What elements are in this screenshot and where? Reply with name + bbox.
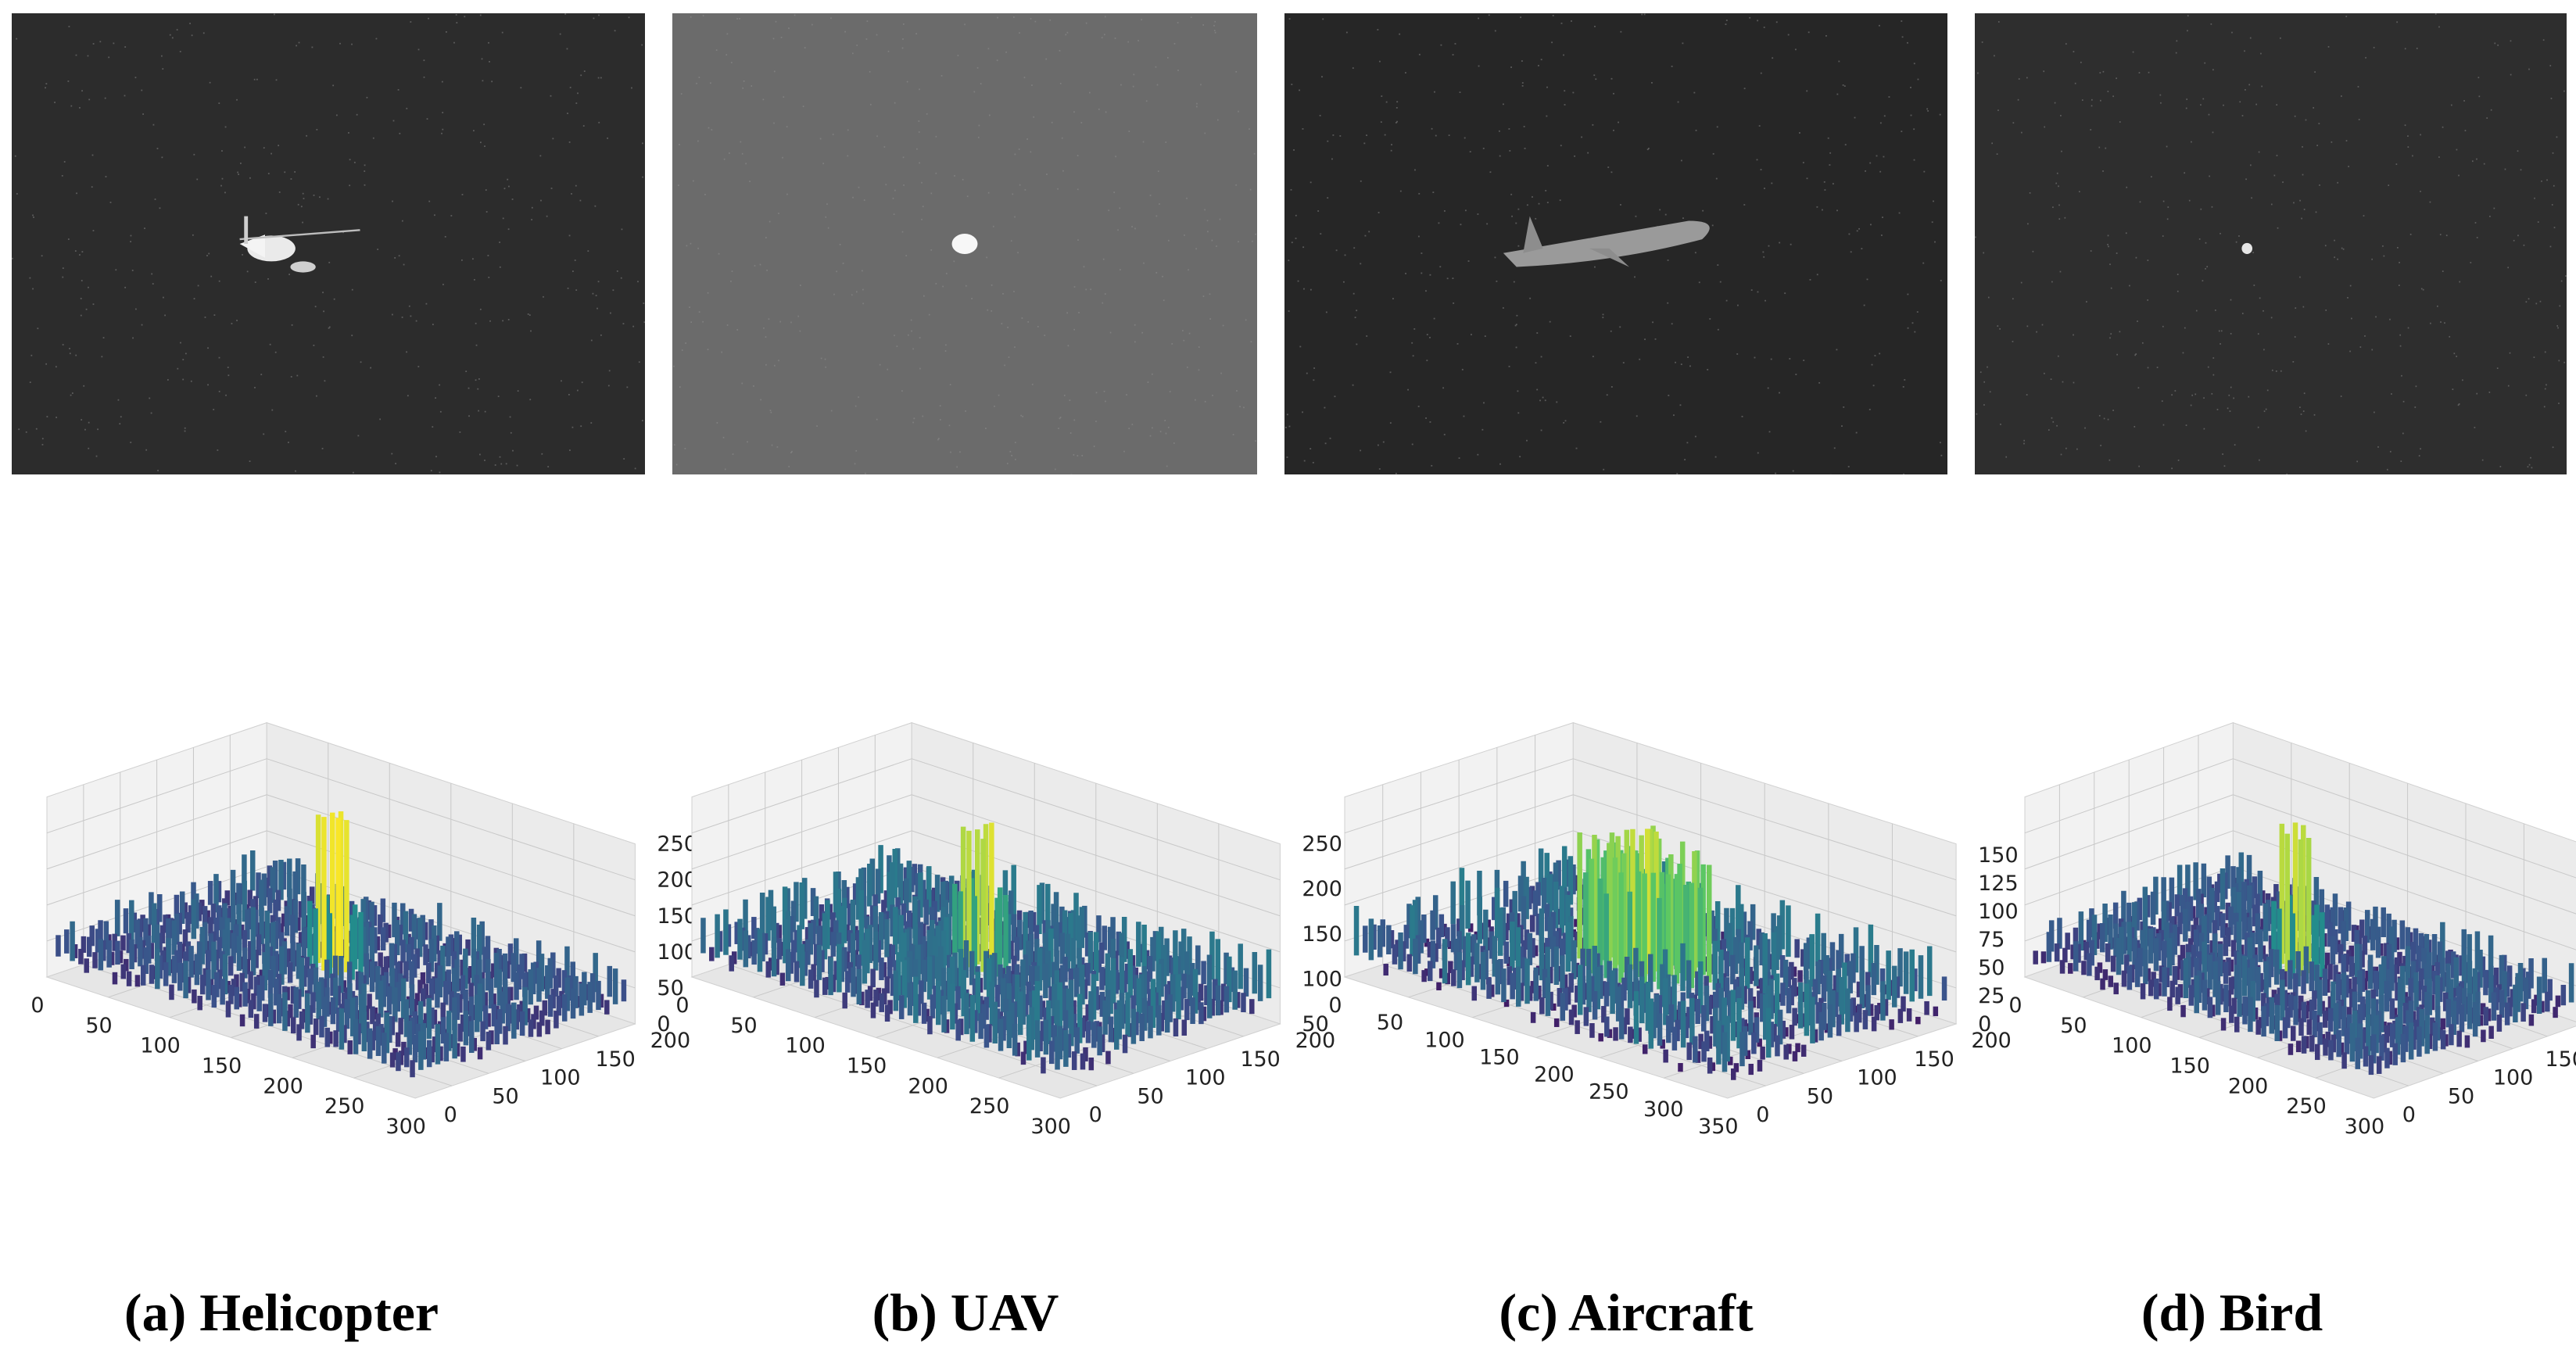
surface-plot-aircraft: 0 50 100 150 200 250 300 350 0 50 100 150 200 0 25 50 75…	[1321, 721, 2019, 1251]
y-tick-label: 200	[1295, 1029, 1336, 1053]
y-tick-label: 100	[1185, 1066, 1226, 1090]
x-tick-label: 350	[1698, 1115, 1739, 1139]
x-tick-label: 200	[2228, 1074, 2269, 1098]
z-tick-label: 25	[1978, 984, 2005, 1008]
surface-mesh	[2033, 822, 2574, 1076]
x-tick-label: 50	[730, 1014, 757, 1038]
x-tick-label: 200	[1534, 1063, 1575, 1087]
z-tick-label: 150	[657, 904, 697, 929]
surface-mesh	[56, 811, 627, 1078]
z-tick-label: 200	[1302, 877, 1342, 901]
x-tick-label: 150	[847, 1054, 887, 1079]
x-tick-label: 250	[1589, 1080, 1629, 1104]
y-tick-label: 100	[2493, 1066, 2534, 1090]
y-tick-label: 0	[444, 1103, 457, 1127]
z-tick-label: 250	[657, 832, 697, 857]
y-tick-label: 0	[2402, 1103, 2416, 1127]
x-tick-label: 300	[2345, 1115, 2385, 1139]
z-tick-label: 50	[657, 976, 683, 1000]
x-tick-label: 100	[785, 1034, 826, 1058]
caption-c: (c) Aircraft	[1499, 1283, 1754, 1342]
z-tick-label: 100	[657, 940, 697, 965]
target-helicopter	[239, 216, 360, 273]
y-tick-label: 50	[2448, 1084, 2474, 1108]
y-tick-label: 200	[650, 1029, 691, 1053]
x-tick-label: 200	[908, 1074, 948, 1098]
surface-mesh	[700, 822, 1272, 1074]
y-tick-label: 200	[1971, 1029, 2012, 1053]
caption-a: (a) Helicopter	[124, 1283, 439, 1342]
infrared-image-helicopter	[12, 13, 645, 474]
target-bird	[2241, 242, 2253, 254]
target-uav	[951, 234, 978, 254]
x-tick-label: 150	[202, 1054, 242, 1079]
x-tick-label: 300	[385, 1115, 426, 1139]
x-tick-label: 300	[1643, 1097, 1684, 1122]
y-tick-label: 50	[1137, 1084, 1163, 1108]
x-tick-label: 250	[969, 1094, 1010, 1119]
x-tick-label: 100	[2112, 1034, 2152, 1058]
x-tick-label: 150	[1479, 1045, 1520, 1069]
x-tick-label: 0	[1328, 993, 1342, 1018]
x-tick-label: 0	[675, 993, 689, 1018]
infrared-image-bird	[1975, 13, 2567, 474]
x-tick-label: 250	[324, 1094, 365, 1119]
surface-mesh	[1353, 825, 1947, 1080]
x-tick-label: 0	[30, 993, 44, 1018]
surface-plot-uav: 0 50 100 150 200 250 300 0 50 100 150 200 50 100 150 20…	[668, 721, 1342, 1251]
infrared-image-uav	[672, 13, 1257, 474]
x-tick-label: 150	[2169, 1054, 2210, 1079]
z-tick-label: 50	[1302, 1012, 1328, 1036]
x-tick-label: 50	[85, 1014, 112, 1038]
z-tick-label: 250	[1302, 832, 1342, 857]
x-tick-label: 200	[263, 1074, 303, 1098]
z-tick-label: 200	[657, 868, 697, 893]
y-tick-label: 0	[1089, 1103, 1102, 1127]
y-tick-label: 100	[540, 1066, 581, 1090]
z-tick-label: 50	[1978, 956, 2005, 980]
surface-plot-helicopter: 0 50 100 150 200 250 300 0 50 100 150 200 0 50 100 150 2…	[23, 721, 697, 1251]
x-tick-label: 300	[1030, 1115, 1071, 1139]
x-tick-label: 250	[2286, 1094, 2327, 1119]
z-tick-label: 0	[1978, 1012, 1991, 1036]
z-tick-label: 150	[1302, 922, 1342, 947]
x-tick-label: 50	[1377, 1011, 1403, 1035]
z-tick-label: 150	[1978, 843, 2019, 868]
z-tick-label: 0	[657, 1012, 670, 1036]
y-tick-label: 50	[492, 1084, 518, 1108]
y-tick-label: 50	[1807, 1084, 1833, 1108]
y-tick-label: 100	[1857, 1066, 1897, 1090]
z-tick-label: 100	[1978, 900, 2019, 924]
y-tick-label: 150	[2545, 1047, 2576, 1072]
y-tick-label: 0	[1756, 1103, 1769, 1127]
y-tick-label: 150	[1240, 1047, 1281, 1072]
x-tick-label: 50	[2060, 1014, 2087, 1038]
y-tick-label: 150	[1914, 1047, 1954, 1072]
caption-b: (b) UAV	[872, 1283, 1059, 1342]
caption-d: (d) Bird	[2141, 1283, 2323, 1342]
x-tick-label: 100	[1424, 1028, 1465, 1052]
x-tick-label: 0	[2008, 993, 2022, 1018]
surface-plot-bird: 0501001502002503000501001502000501001502…	[2001, 721, 2576, 1251]
y-tick-label: 150	[595, 1047, 636, 1072]
z-tick-label: 100	[1302, 967, 1342, 991]
z-tick-label: 125	[1978, 872, 2019, 896]
infrared-image-aircraft	[1284, 13, 1947, 474]
z-tick-label: 75	[1978, 928, 2005, 952]
x-tick-label: 100	[140, 1034, 181, 1058]
